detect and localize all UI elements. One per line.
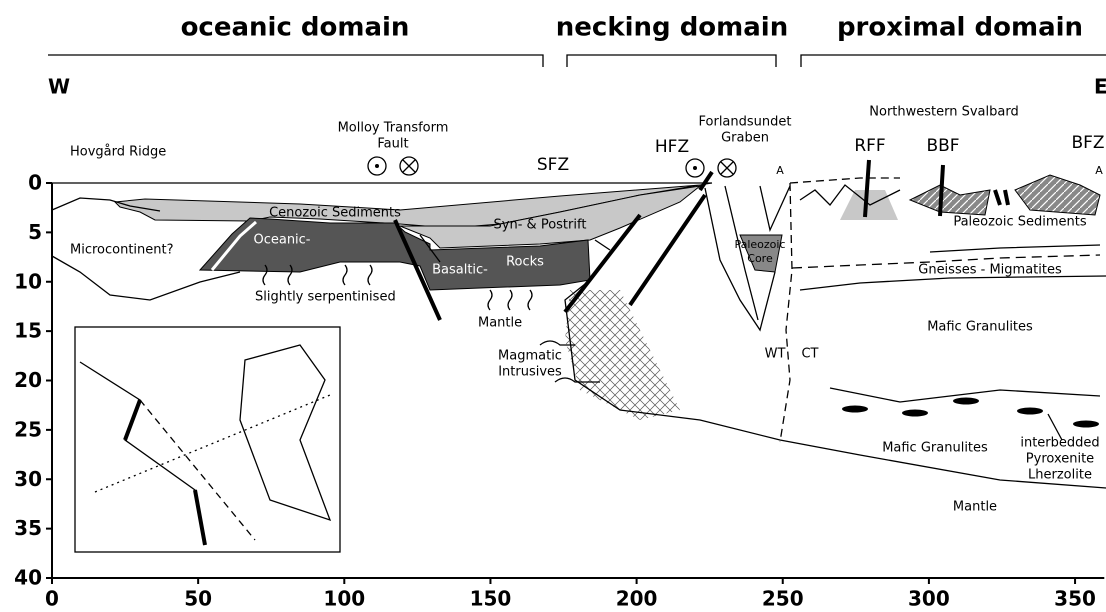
label: Lherzolite	[1028, 468, 1092, 483]
x-tick-label: 100	[323, 587, 365, 611]
label: Pyroxenite	[1026, 452, 1094, 467]
y-tick-label: 40	[14, 566, 42, 590]
label: Paleozoic	[734, 238, 785, 251]
label: Slightly serpentinised	[255, 290, 396, 305]
y-tick-label: 30	[14, 467, 42, 491]
label: Fault	[377, 137, 408, 152]
label: Paleozoic Sediments	[953, 215, 1087, 230]
x-tick-label: 200	[616, 587, 658, 611]
label: Syn- & Postrift	[494, 218, 587, 233]
label: Mafic Granulites	[927, 320, 1033, 335]
y-tick-label: 15	[14, 319, 42, 343]
geology	[52, 157, 1106, 552]
x-tick-label: 150	[470, 587, 512, 611]
label: Molloy Transform	[338, 121, 449, 136]
label: Cenozoic Sediments	[269, 206, 401, 221]
y-tick-label: 10	[14, 269, 42, 293]
domain-label: proximal domain	[837, 13, 1083, 43]
label: HFZ	[655, 137, 689, 157]
y-tick-label: 35	[14, 516, 42, 540]
domain-label: oceanic domain	[181, 13, 410, 43]
label: WT	[765, 347, 786, 362]
domain-brackets	[48, 55, 1106, 67]
label: RFF	[854, 136, 885, 156]
direction-label: W	[48, 75, 70, 99]
label: interbedded	[1020, 436, 1099, 451]
label: Core	[747, 252, 773, 265]
cross-section: oceanic domain necking domain proximal d…	[0, 0, 1106, 612]
y-tick-label: 5	[28, 220, 42, 244]
label: Gneisses - Migmatites	[918, 263, 1062, 278]
label: SFZ	[537, 155, 569, 175]
label: Graben	[721, 131, 769, 146]
label: Mantle	[478, 316, 522, 331]
label: Hovgård Ridge	[70, 145, 166, 160]
label: BFZ	[1071, 133, 1104, 153]
label: BBF	[926, 136, 959, 156]
label: A	[776, 164, 784, 177]
y-tick-label: 20	[14, 368, 42, 392]
x-tick-label: 350	[1054, 587, 1096, 611]
label: Magmatic	[498, 349, 562, 364]
label: Basaltic-	[432, 263, 488, 278]
label: Rocks	[506, 255, 544, 270]
label: Oceanic-	[253, 233, 310, 248]
label: Intrusives	[498, 365, 562, 380]
label: Forlandsundet	[699, 115, 792, 130]
y-tick-label: 0	[28, 171, 42, 195]
x-tick-label: 50	[184, 587, 212, 611]
label: Microcontinent?	[70, 243, 174, 258]
x-tick-label: 0	[45, 587, 59, 611]
y-tick-label: 25	[14, 417, 42, 441]
domain-label: necking domain	[556, 13, 788, 43]
label: Northwestern Svalbard	[869, 105, 1018, 120]
label: CT	[801, 347, 818, 362]
label: Mantle	[953, 500, 997, 515]
direction-label: E	[1094, 75, 1106, 99]
label: A	[1095, 164, 1103, 177]
label: Mafic Granulites	[882, 441, 988, 456]
x-tick-label: 250	[762, 587, 804, 611]
x-tick-label: 300	[908, 587, 950, 611]
